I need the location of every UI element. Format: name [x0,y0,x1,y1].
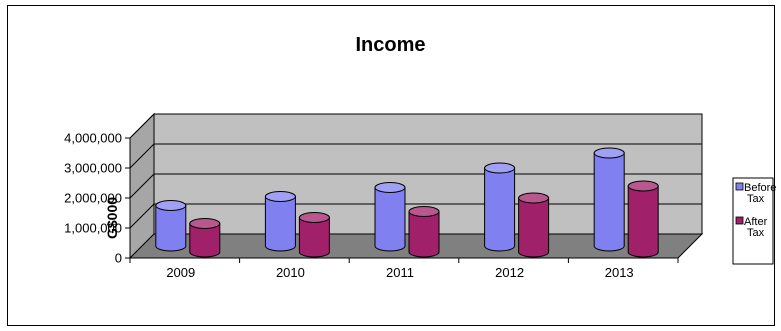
bar-body [593,152,625,252]
legend-label: After [744,216,768,228]
bar-cap [627,180,659,192]
bar [155,200,187,252]
y-tick-label: 1,000,000 [64,221,122,236]
y-tick-label: 0 [115,251,122,266]
bar-cap [298,212,330,223]
bar-cap [484,162,516,174]
bar-cap [408,206,440,217]
bar [484,162,516,252]
legend-swatch [735,216,744,225]
bar-cap [374,182,406,193]
bar [264,191,296,252]
bar-body [264,196,296,252]
x-tick-label: 2009 [166,265,195,280]
bar [189,218,221,258]
gridline [129,113,702,139]
bar-body [189,223,221,258]
y-axis-label: G$000 [104,197,120,239]
legend-label: Tax [747,193,765,205]
legend-label: Before [744,182,776,194]
chart-title: Income [355,34,426,56]
legend-swatch [735,182,744,191]
bar-cap [189,218,221,229]
y-tick-label: 2,000,000 [64,191,122,206]
bar [374,182,406,252]
bar-body [298,217,330,258]
bar [518,192,550,258]
x-tick-label: 2011 [386,265,414,280]
x-tick-label: 2013 [605,265,634,280]
gridline [129,143,702,169]
bar [593,147,625,252]
bar-cap [593,147,625,159]
bar [408,206,440,258]
x-tick-label: 2010 [276,265,305,280]
bar [627,180,659,258]
bar-cap [518,192,550,204]
bar-body [374,187,406,252]
bar-body [627,185,659,258]
legend-label: Tax [747,227,765,239]
bar-body [155,205,187,252]
bar [298,212,330,258]
bar-cap [155,200,187,211]
gridline [129,173,702,199]
y-tick-label: 4,000,000 [64,131,122,146]
x-tick-label: 2012 [495,265,524,280]
y-tick-label: 3,000,000 [64,161,122,176]
bar-cap [264,191,296,202]
bar-body [518,197,550,258]
bar-body [408,211,440,258]
bar-body [484,167,516,252]
